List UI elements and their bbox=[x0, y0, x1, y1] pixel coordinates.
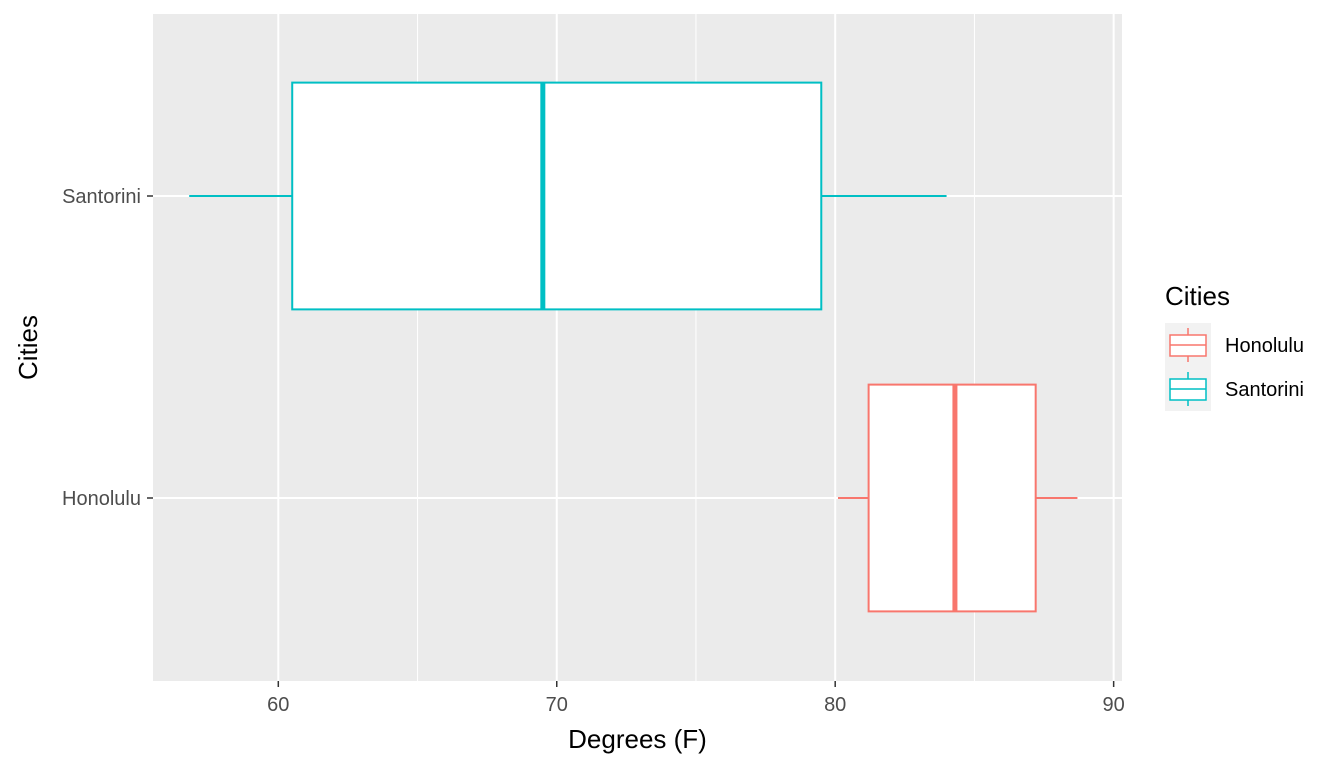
box-series bbox=[189, 81, 1078, 613]
box-santorini bbox=[189, 81, 947, 311]
y-tick-label: Honolulu bbox=[62, 488, 141, 510]
legend-label: Honolulu bbox=[1225, 335, 1304, 357]
x-tick-label: 70 bbox=[546, 694, 568, 716]
x-tick-label: 60 bbox=[267, 694, 289, 716]
legend: Cities Honolulu Santorini bbox=[1165, 281, 1304, 411]
y-axis-title: Cities bbox=[13, 315, 43, 380]
legend-item-santorini: Santorini bbox=[1165, 367, 1304, 411]
box-honolulu bbox=[837, 383, 1078, 613]
y-axis: Santorini Honolulu bbox=[62, 186, 153, 510]
y-tick-label: Santorini bbox=[62, 186, 141, 208]
iqr-box bbox=[867, 383, 1037, 613]
legend-label: Santorini bbox=[1225, 379, 1304, 401]
iqr-box bbox=[291, 81, 823, 311]
legend-title: Cities bbox=[1165, 281, 1230, 311]
x-axis-title: Degrees (F) bbox=[568, 724, 707, 754]
x-tick-label: 80 bbox=[824, 694, 846, 716]
legend-item-honolulu: Honolulu bbox=[1165, 323, 1304, 367]
x-tick-label: 90 bbox=[1103, 694, 1125, 716]
x-axis: 60 70 80 90 bbox=[267, 681, 1125, 716]
